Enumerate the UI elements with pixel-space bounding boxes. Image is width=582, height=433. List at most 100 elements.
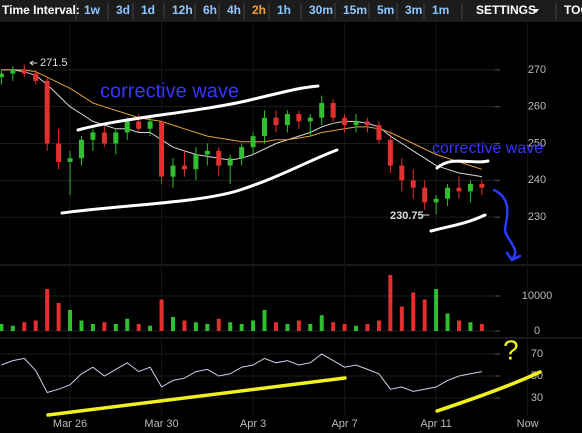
volume-bar [205,324,210,331]
interval-button[interactable]: 1h [277,3,291,17]
arrow-head [505,251,522,262]
candle-body [33,73,39,81]
volume-bar [148,325,153,331]
volume-bar [331,322,336,331]
candle-body [319,103,325,118]
volume-bar [376,320,381,331]
candle-body [56,143,62,162]
interval-buttons: 1w 3d 1d 12h 6h 4h 2h 1h 30m 15m 5m 3m 1m [75,3,557,19]
volume-bar [251,320,256,331]
volume-bar [90,324,95,331]
candle-body [239,147,245,159]
volume-bar [125,318,130,331]
trend-arrow [492,188,517,261]
settings-button[interactable]: SETTINGS [476,3,536,17]
volume-bar [273,322,278,331]
volume-bar [159,299,164,331]
y-tick-label: 250 [528,137,546,149]
x-tick-label: Apr 11 [420,418,452,430]
interval-button[interactable]: 5m [377,3,394,17]
volume-bar [285,324,290,331]
candle-body [467,184,473,192]
candle-body [124,121,130,133]
volume-bar [136,324,141,331]
candle-body [433,198,439,203]
volume-bar [479,324,484,331]
annotation: ? [503,334,519,365]
candle-body [353,121,359,126]
interval-button[interactable]: 2h [252,3,266,17]
interval-button[interactable]: 6h [203,3,217,17]
y-tick-label: 240 [528,174,546,186]
y-tick-label: 10000 [522,290,553,302]
candle-body [44,80,50,144]
drawings [29,60,542,417]
interval-button[interactable]: 12h [172,3,193,17]
candle-body [307,117,313,122]
wave-curve [76,84,320,132]
dropdown-arrow [533,9,539,13]
interval-button[interactable]: 15m [343,3,367,17]
candle-body [227,158,233,166]
low-label: 230.75 [390,210,424,222]
annotation: corrective wave [432,140,543,157]
interval-button[interactable]: 3m [405,3,422,17]
candle-body [410,180,416,188]
volume-bar [445,313,450,331]
volume-bar [56,303,61,331]
high-label: 271.5 [40,57,68,69]
candle-body [159,121,165,177]
volume-bar [365,324,370,331]
candle-body [67,158,73,162]
volume-bar [193,322,198,331]
interval-button[interactable]: 1m [432,3,449,17]
high-pointer [29,60,38,66]
candle-body [330,103,336,118]
tools-button[interactable]: TOOLS [564,3,582,17]
volume-bar [182,320,187,331]
candle-body [204,150,210,155]
x-tick-label: Mar 26 [53,418,87,430]
candle-body [0,73,4,78]
y-tick-label: 230 [528,211,546,223]
x-tick-label: Apr 7 [331,418,357,430]
interval-button[interactable]: 4h [227,3,241,17]
volume-bar [399,306,404,331]
x-tick-label: Mar 30 [144,418,178,430]
candle-body [376,125,382,140]
candle-body [193,154,199,170]
volume-bar [296,320,301,331]
candle-body [445,187,451,199]
candle-body [296,114,302,122]
volume-bar [342,324,347,331]
volume-bar [22,322,27,331]
x-tick-label: Now [517,418,539,430]
interval-button[interactable]: 3d [116,3,130,17]
moving-average [1,69,483,170]
annotation: corrective wave [100,80,239,102]
rsi-line [1,353,482,394]
y-tick-label: 70 [531,348,543,360]
candle-body [21,69,27,74]
wave-curve [60,148,339,215]
volume-bar [216,318,221,331]
candle-body [262,117,268,137]
candle-body [181,165,187,170]
candle-body [273,117,279,126]
volume-bar [354,325,359,331]
y-tick-label: 260 [528,101,546,113]
candle-body [422,187,428,203]
volume-bar [113,324,118,331]
candle-body [387,139,393,166]
volume-bar [308,324,313,331]
toolbar [0,0,582,22]
volume-bar [0,324,4,331]
interval-button[interactable]: 1d [141,3,155,17]
interval-button[interactable]: 1w [84,3,101,17]
interval-button[interactable]: 30m [309,3,333,17]
rsi-trendline [435,370,542,413]
wave-curve [435,159,490,170]
x-tick-label: Apr 3 [240,418,266,430]
